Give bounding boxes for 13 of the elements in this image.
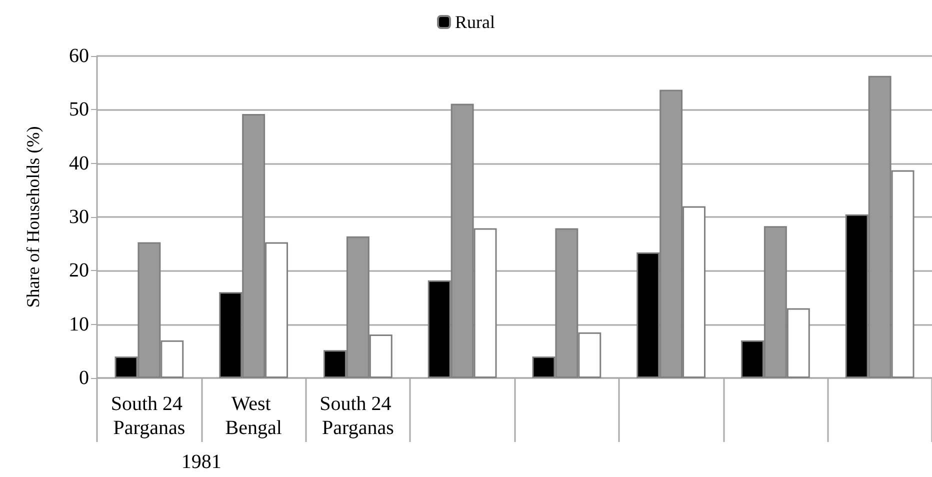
y-axis-title: Share of Households (%): [23, 126, 43, 308]
y-tick-label: 60: [69, 45, 89, 67]
y-tick-label: 0: [79, 367, 89, 389]
x-tick-label: South 24 Parganas: [320, 393, 396, 439]
y-tick-label: 30: [69, 206, 89, 228]
text: 1981: [181, 451, 222, 473]
y-tick-label: 40: [69, 152, 89, 174]
x-tick-label: South 24 Parganas: [110, 393, 188, 439]
x-tick-label: West Bengal: [225, 393, 282, 439]
y-tick-label: 50: [69, 98, 89, 121]
y-tick-label: 10: [69, 313, 89, 336]
y-tick-label: 20: [69, 260, 89, 282]
legend-label: Rural: [455, 12, 496, 32]
